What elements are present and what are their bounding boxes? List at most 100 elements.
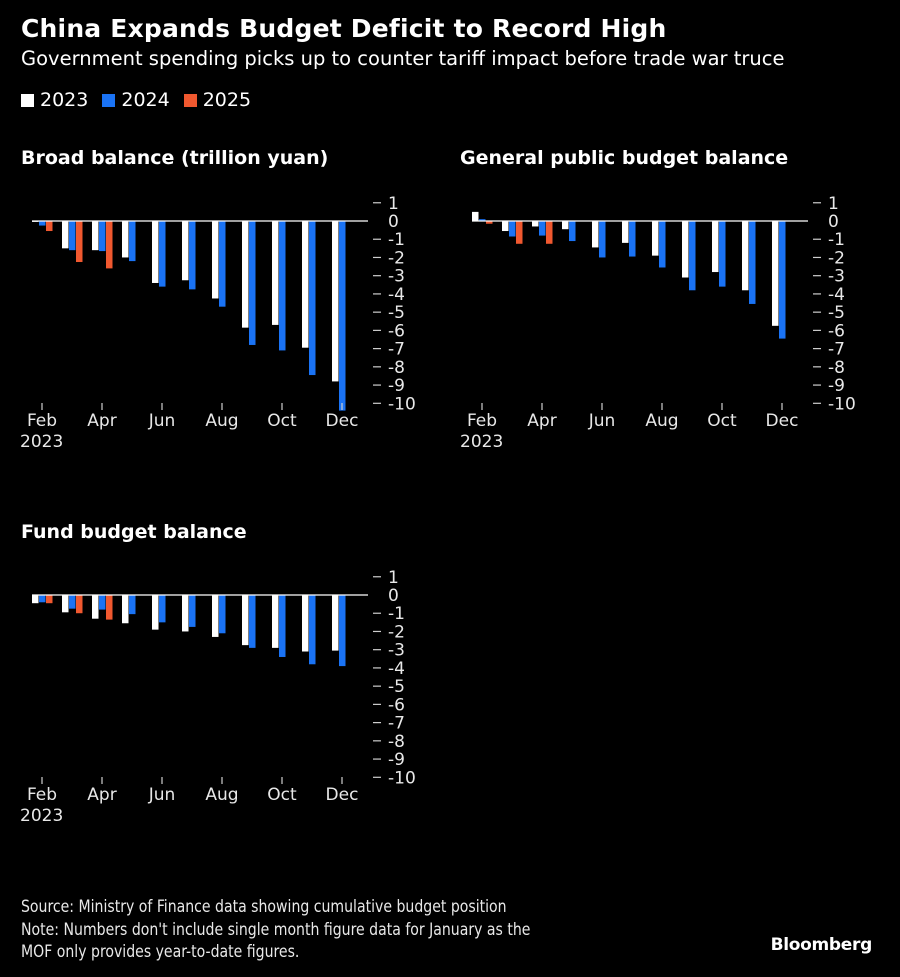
x-tick-label-general-public-budget: Apr (527, 411, 556, 431)
y-tick-label-general-public-budget: -7 (828, 340, 845, 360)
bar-broad-balance-2023-mar (62, 221, 69, 249)
note-line-2: MOF only provides year-to-date figures. (21, 942, 300, 962)
y-tick-label-fund-budget: -7 (388, 714, 405, 734)
legend-swatch-2023 (21, 93, 34, 107)
panel-title-general-public-budget: General public budget balance (460, 147, 789, 169)
y-tick-label-general-public-budget: -9 (828, 376, 845, 396)
y-tick-label-general-public-budget: 0 (828, 212, 839, 232)
legend-label-2024: 2024 (121, 89, 170, 111)
y-tick-label-fund-budget: -3 (388, 641, 405, 661)
legend-swatch-2024 (102, 93, 116, 107)
legend-item-2025: 2025 (183, 89, 251, 111)
bar-fund-budget-2024-oct (279, 595, 286, 657)
y-tick-label-broad-balance: -4 (388, 285, 405, 305)
x-tick-label-fund-budget: Feb (27, 785, 57, 805)
x-tick-label-general-public-budget: Dec (766, 411, 799, 431)
y-tick-label-fund-budget: -1 (388, 604, 405, 624)
y-tick-label-fund-budget: -5 (388, 677, 405, 697)
bar-broad-balance-2024-aug (219, 221, 226, 307)
x-tick-label-fund-budget: Jun (148, 785, 176, 805)
bar-general-public-budget-2023-sep (682, 221, 689, 278)
y-tick-label-fund-budget: -4 (388, 659, 405, 679)
bar-general-public-budget-2023-feb (472, 211, 479, 221)
note-line-1: Note: Numbers don't include single month… (21, 919, 531, 940)
footer: Source: Ministry of Finance data showing… (21, 896, 575, 964)
bar-general-public-budget-2023-jun (592, 221, 599, 248)
bar-broad-balance-2023-apr (92, 221, 99, 251)
bar-broad-balance-2024-jun (159, 221, 166, 287)
x-tick-label-fund-budget: Oct (267, 785, 297, 805)
y-tick-label-broad-balance: -2 (388, 248, 405, 268)
y-tick-label-broad-balance: 1 (388, 194, 399, 214)
legend-label-2023: 2023 (40, 89, 89, 111)
source-note: Source: Ministry of Finance data showing… (21, 897, 507, 917)
bar-broad-balance-2024-feb (39, 221, 46, 226)
y-tick-label-fund-budget: -10 (388, 768, 416, 788)
x-tick-label-broad-balance: Aug (205, 411, 238, 431)
x-tick-label-broad-balance: Dec (326, 411, 359, 431)
y-tick-label-general-public-budget: -10 (828, 394, 856, 414)
bar-fund-budget-2023-nov (302, 595, 309, 652)
bar-general-public-budget-2024-mar (509, 221, 516, 237)
bar-fund-budget-2023-dec (332, 595, 339, 651)
bar-broad-balance-2023-oct (272, 221, 279, 325)
bar-broad-balance-2024-mar (69, 221, 76, 251)
legend-swatch-2025 (183, 93, 197, 107)
bar-general-public-budget-2024-jul (629, 221, 636, 257)
x-tick-label-broad-balance: Apr (87, 411, 116, 431)
bar-general-public-budget-2023-mar (502, 221, 509, 232)
x-tick-label-broad-balance: Jun (148, 411, 176, 431)
bar-general-public-budget-2023-dec (772, 221, 779, 326)
bar-general-public-budget-2025-feb (486, 221, 493, 224)
x-year-label-general-public-budget: 2023 (460, 432, 503, 452)
bar-fund-budget-2024-nov (309, 595, 316, 665)
bar-general-public-budget-2023-nov (742, 221, 749, 291)
y-tick-label-general-public-budget: -5 (828, 303, 845, 323)
legend-item-2023: 2023 (21, 89, 88, 111)
y-tick-label-fund-budget: 0 (388, 586, 399, 606)
y-tick-label-broad-balance: 0 (388, 212, 399, 232)
x-tick-label-broad-balance: Oct (267, 411, 297, 431)
bar-general-public-budget-2023-may (562, 221, 569, 230)
bar-general-public-budget-2024-apr (539, 221, 546, 236)
bar-fund-budget-2024-sep (249, 595, 256, 648)
bar-broad-balance-2023-jun (152, 221, 159, 283)
legend-item-2024: 2024 (102, 89, 170, 111)
y-tick-label-general-public-budget: -1 (828, 230, 845, 250)
x-tick-label-fund-budget: Apr (87, 785, 116, 805)
bar-broad-balance-2023-may (122, 221, 129, 258)
bar-general-public-budget-2024-may (569, 221, 576, 242)
bar-fund-budget-2025-feb (46, 595, 53, 604)
y-tick-label-broad-balance: -1 (388, 230, 405, 250)
bar-broad-balance-2024-apr (99, 221, 106, 252)
bar-broad-balance-2024-dec (339, 221, 346, 411)
bar-fund-budget-2024-feb (39, 595, 46, 603)
bar-general-public-budget-2024-aug (659, 221, 666, 268)
bar-fund-budget-2024-dec (339, 595, 346, 667)
bar-broad-balance-2023-jul (182, 221, 189, 281)
bar-fund-budget-2024-jul (189, 595, 196, 627)
x-tick-label-fund-budget: Aug (205, 785, 238, 805)
bar-general-public-budget-2023-jul (622, 221, 629, 243)
x-year-label-broad-balance: 2023 (20, 432, 63, 452)
x-tick-label-general-public-budget: Oct (707, 411, 737, 431)
bar-broad-balance-2024-oct (279, 221, 286, 351)
bloomberg-logo: Bloomberg (770, 935, 873, 955)
y-tick-label-broad-balance: -10 (388, 394, 416, 414)
x-year-label-fund-budget: 2023 (20, 806, 63, 826)
bar-general-public-budget-2025-mar (516, 221, 523, 244)
y-tick-label-general-public-budget: -2 (828, 248, 845, 268)
bar-fund-budget-2023-oct (272, 595, 279, 648)
bar-general-public-budget-2025-apr (546, 221, 553, 244)
y-tick-label-general-public-budget: -3 (828, 267, 845, 287)
y-tick-label-broad-balance: -3 (388, 267, 405, 287)
x-tick-label-general-public-budget: Jun (588, 411, 616, 431)
bar-general-public-budget-2024-oct (719, 221, 726, 287)
bar-broad-balance-2023-aug (212, 221, 219, 299)
x-tick-label-fund-budget: Dec (326, 785, 359, 805)
x-tick-label-general-public-budget: Feb (467, 411, 497, 431)
bar-broad-balance-2023-nov (302, 221, 309, 348)
y-tick-label-broad-balance: -6 (388, 321, 405, 341)
bar-broad-balance-2023-sep (242, 221, 249, 328)
